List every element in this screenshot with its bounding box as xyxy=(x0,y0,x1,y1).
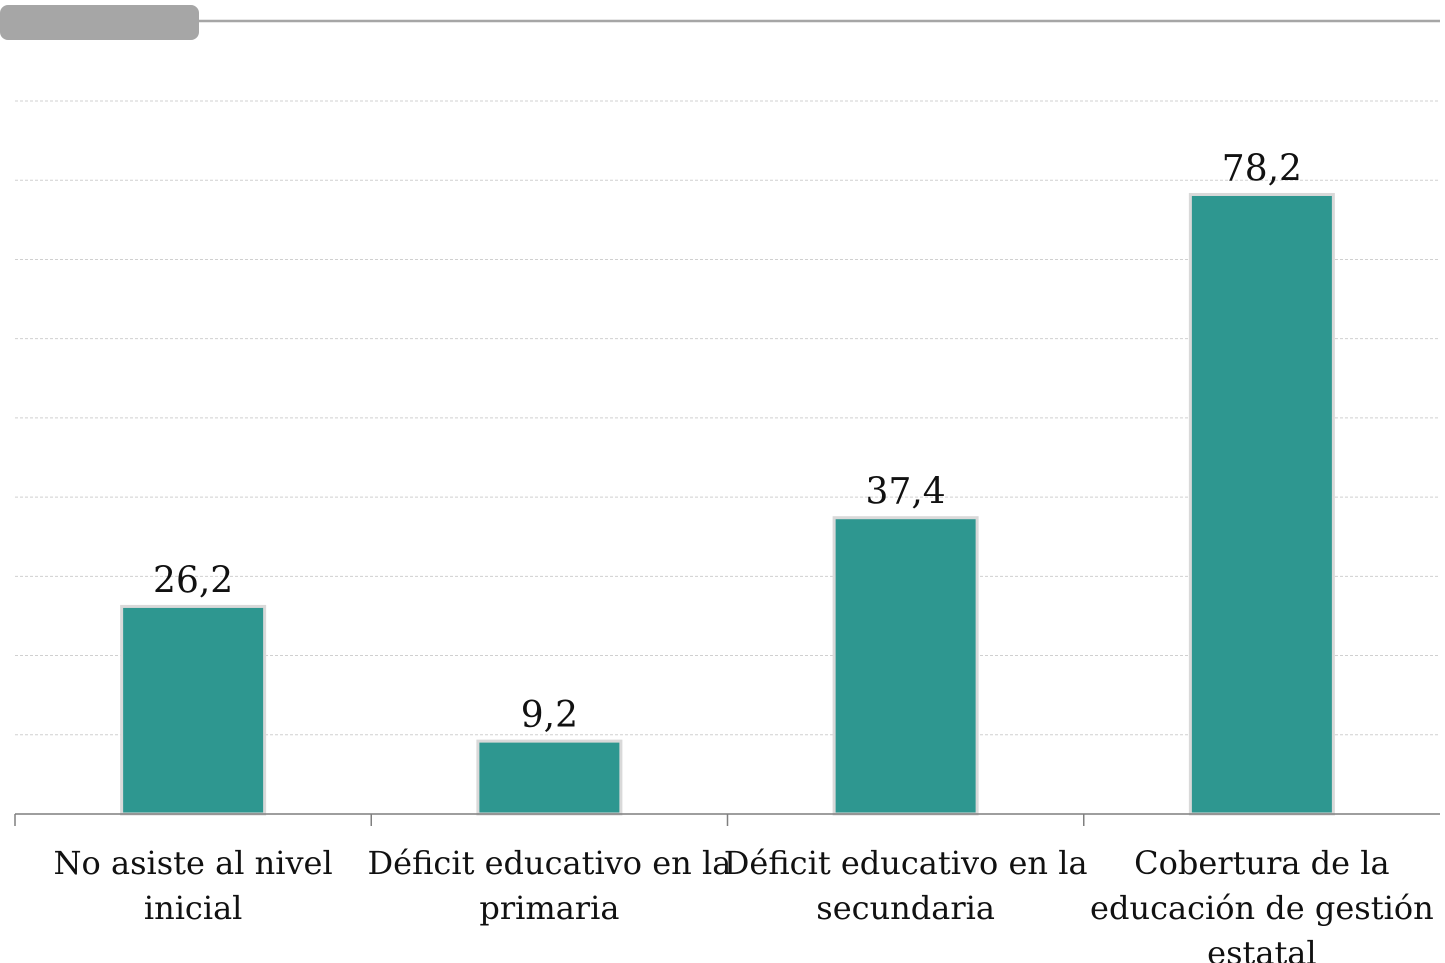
bar xyxy=(832,516,979,816)
category-label: Cobertura de la educación de gestión estat… xyxy=(1090,844,1434,963)
category-label-line: Cobertura de la xyxy=(1134,844,1389,882)
category-label-line: estatal xyxy=(1207,934,1316,963)
bar xyxy=(476,739,623,816)
data-labels: 26,2 9,2 37,4 78,2 xyxy=(153,148,1302,736)
category-labels: No asiste al nivel inicial Déficit educati… xyxy=(54,844,1434,963)
data-label: 9,2 xyxy=(521,695,578,736)
data-label: 78,2 xyxy=(1222,148,1302,189)
category-label-line: inicial xyxy=(144,889,243,927)
category-label-line: Déficit educativo en la xyxy=(367,844,731,882)
bar xyxy=(1188,192,1335,816)
category-label: Déficit educativo en la secundaria xyxy=(724,844,1088,927)
category-label-line: Déficit educativo en la xyxy=(724,844,1088,882)
category-label-line: secundaria xyxy=(816,889,995,927)
category-label: Déficit educativo en la primaria xyxy=(367,844,731,927)
header-decoration xyxy=(0,5,1440,40)
category-label-line: educación de gestión xyxy=(1090,889,1434,927)
category-label: No asiste al nivel inicial xyxy=(54,844,333,927)
data-label: 37,4 xyxy=(866,472,946,513)
header-tab xyxy=(0,5,199,40)
bars xyxy=(120,192,1335,816)
category-label-line: primaria xyxy=(479,889,619,927)
x-axis xyxy=(14,813,1440,826)
bar xyxy=(120,604,267,816)
data-label: 26,2 xyxy=(153,560,233,601)
category-label-line: No asiste al nivel xyxy=(54,844,333,882)
